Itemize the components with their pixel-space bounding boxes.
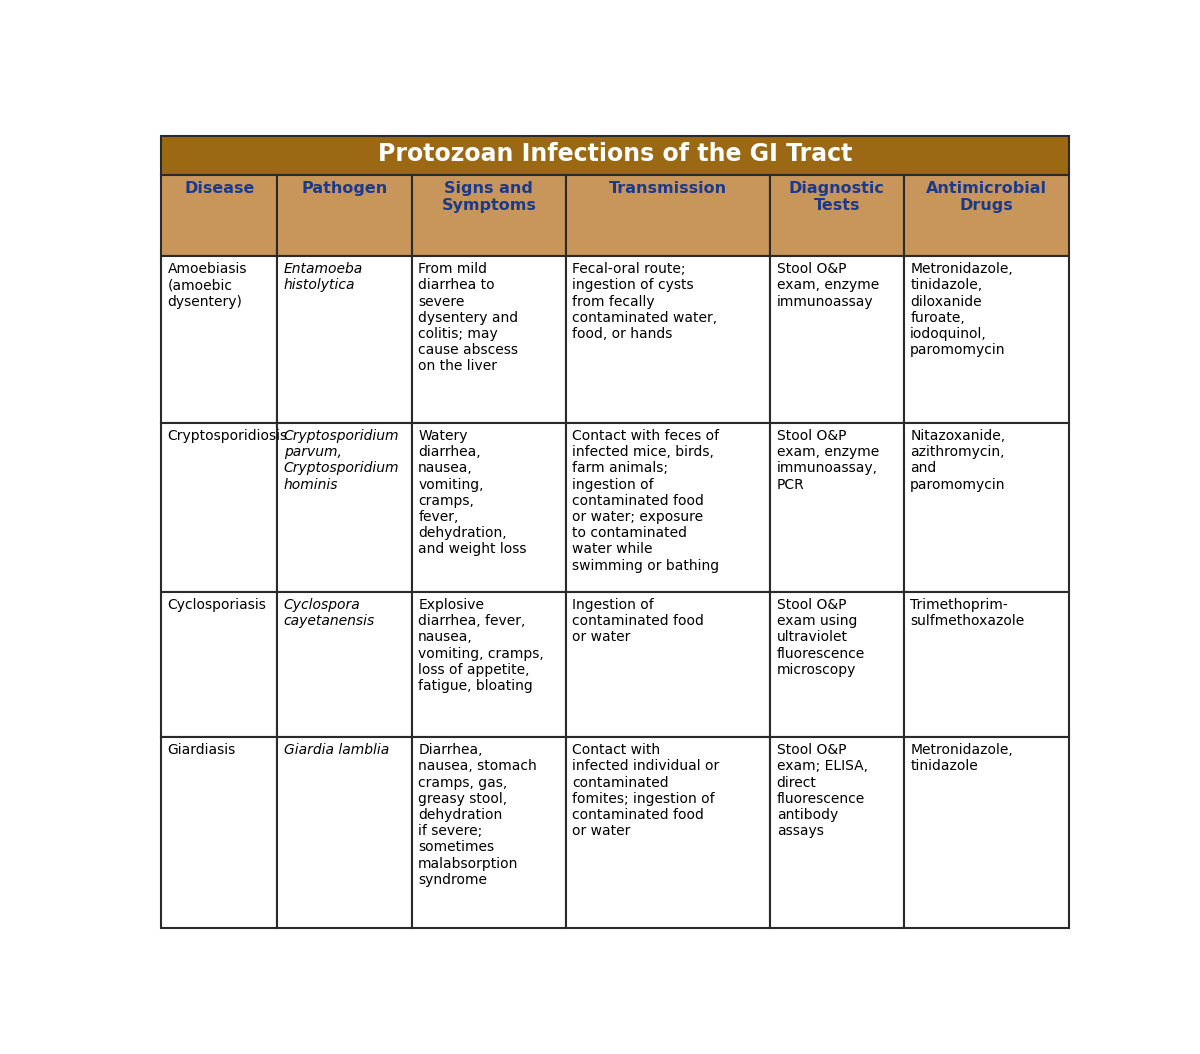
Text: Stool O&P
exam, enzyme
immunoassay: Stool O&P exam, enzyme immunoassay bbox=[776, 262, 878, 309]
Bar bbox=[277, 256, 412, 424]
Bar bbox=[566, 424, 770, 592]
Bar bbox=[277, 738, 412, 929]
Bar bbox=[412, 592, 566, 738]
Bar bbox=[566, 256, 770, 424]
Bar bbox=[161, 175, 277, 256]
Bar bbox=[770, 175, 904, 256]
Bar bbox=[412, 738, 566, 929]
Bar bbox=[904, 592, 1069, 738]
Text: Disease: Disease bbox=[184, 181, 254, 196]
Bar bbox=[904, 424, 1069, 592]
Bar bbox=[904, 256, 1069, 424]
Text: Explosive
diarrhea, fever,
nausea,
vomiting, cramps,
loss of appetite,
fatigue, : Explosive diarrhea, fever, nausea, vomit… bbox=[418, 598, 544, 694]
Text: Cryptosporidiosis: Cryptosporidiosis bbox=[168, 429, 288, 443]
Text: Stool O&P
exam; ELISA,
direct
fluorescence
antibody
assays: Stool O&P exam; ELISA, direct fluorescen… bbox=[776, 743, 868, 838]
Bar bbox=[161, 592, 277, 738]
Text: Giardiasis: Giardiasis bbox=[168, 743, 236, 757]
Text: Ingestion of
contaminated food
or water: Ingestion of contaminated food or water bbox=[572, 598, 704, 644]
Text: Diarrhea,
nausea, stomach
cramps, gas,
greasy stool,
dehydration
if severe;
some: Diarrhea, nausea, stomach cramps, gas, g… bbox=[418, 743, 536, 886]
Text: Cryptosporidium
parvum,
Cryptosporidium
hominis: Cryptosporidium parvum, Cryptosporidium … bbox=[284, 429, 400, 491]
Bar bbox=[566, 738, 770, 929]
Bar bbox=[770, 592, 904, 738]
Text: Metronidazole,
tinidazole,
diloxanide
furoate,
iodoquinol,
paromomycin: Metronidazole, tinidazole, diloxanide fu… bbox=[910, 262, 1013, 357]
Text: Pathogen: Pathogen bbox=[301, 181, 388, 196]
Bar bbox=[566, 175, 770, 256]
Text: Entamoeba
histolytica: Entamoeba histolytica bbox=[284, 262, 364, 292]
Bar bbox=[277, 592, 412, 738]
Bar bbox=[161, 424, 277, 592]
Text: Nitazoxanide,
azithromycin,
and
paromomycin: Nitazoxanide, azithromycin, and paromomy… bbox=[910, 429, 1006, 491]
Bar bbox=[412, 424, 566, 592]
Bar bbox=[161, 738, 277, 929]
Bar bbox=[904, 175, 1069, 256]
Text: Antimicrobial
Drugs: Antimicrobial Drugs bbox=[925, 181, 1046, 213]
Text: Diagnostic
Tests: Diagnostic Tests bbox=[788, 181, 884, 213]
Text: Transmission: Transmission bbox=[610, 181, 727, 196]
Bar bbox=[412, 175, 566, 256]
Bar bbox=[412, 256, 566, 424]
Text: Contact with
infected individual or
contaminated
fomites; ingestion of
contamina: Contact with infected individual or cont… bbox=[572, 743, 720, 838]
Bar bbox=[770, 424, 904, 592]
Text: Cyclospora
cayetanensis: Cyclospora cayetanensis bbox=[284, 598, 376, 628]
Text: Cyclosporiasis: Cyclosporiasis bbox=[168, 598, 266, 612]
Text: Protozoan Infections of the GI Tract: Protozoan Infections of the GI Tract bbox=[378, 142, 852, 165]
Bar bbox=[161, 136, 1069, 175]
Bar bbox=[277, 424, 412, 592]
Bar bbox=[770, 738, 904, 929]
Text: Watery
diarrhea,
nausea,
vomiting,
cramps,
fever,
dehydration,
and weight loss: Watery diarrhea, nausea, vomiting, cramp… bbox=[418, 429, 527, 557]
Text: Stool O&P
exam, enzyme
immunoassay,
PCR: Stool O&P exam, enzyme immunoassay, PCR bbox=[776, 429, 878, 491]
Bar bbox=[770, 256, 904, 424]
Bar bbox=[566, 592, 770, 738]
Text: Giardia lamblia: Giardia lamblia bbox=[284, 743, 389, 757]
Text: Trimethoprim-
sulfmethoxazole: Trimethoprim- sulfmethoxazole bbox=[910, 598, 1025, 628]
Text: Fecal-oral route;
ingestion of cysts
from fecally
contaminated water,
food, or h: Fecal-oral route; ingestion of cysts fro… bbox=[572, 262, 718, 340]
Bar bbox=[277, 175, 412, 256]
Text: Stool O&P
exam using
ultraviolet
fluorescence
microscopy: Stool O&P exam using ultraviolet fluores… bbox=[776, 598, 865, 677]
Text: Amoebiasis
(amoebic
dysentery): Amoebiasis (amoebic dysentery) bbox=[168, 262, 247, 309]
Text: Metronidazole,
tinidazole: Metronidazole, tinidazole bbox=[910, 743, 1013, 774]
Text: From mild
diarrhea to
severe
dysentery and
colitis; may
cause abscess
on the liv: From mild diarrhea to severe dysentery a… bbox=[418, 262, 518, 373]
Text: Signs and
Symptoms: Signs and Symptoms bbox=[442, 181, 536, 213]
Text: Contact with feces of
infected mice, birds,
farm animals;
ingestion of
contamina: Contact with feces of infected mice, bir… bbox=[572, 429, 720, 572]
Bar bbox=[904, 738, 1069, 929]
Bar bbox=[161, 256, 277, 424]
